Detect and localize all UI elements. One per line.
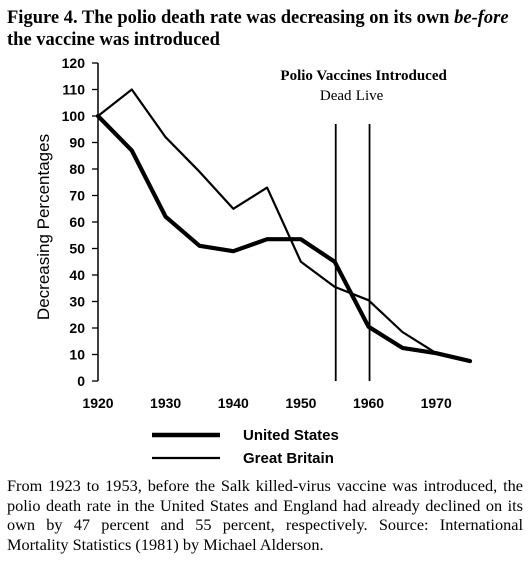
y-tick-label: 50 (69, 241, 85, 257)
y-tick-label: 110 (62, 82, 85, 98)
y-tick-label: 40 (69, 267, 85, 283)
y-axis-label: Decreasing Percentages (34, 134, 53, 320)
chart-annotations: Polio Vaccines Introduced Dead Live (280, 68, 447, 381)
legend-label: United States (243, 427, 339, 444)
y-tick-label: 80 (69, 161, 85, 177)
figure-title-text: Figure 4. The polio death rate was decre… (7, 8, 455, 28)
y-tick-label: 70 (69, 188, 85, 204)
x-tick-label: 1940 (218, 395, 249, 411)
figure-title: Figure 4. The polio death rate was decre… (7, 7, 527, 51)
chart-legend: United States Great Britain (152, 427, 339, 467)
figure-title-emphasis: be-fore (454, 8, 509, 28)
x-tick-label: 1920 (82, 395, 113, 411)
vaccine-label-live: Live (356, 88, 384, 104)
y-tick-label: 60 (69, 214, 85, 230)
figure-caption: From 1923 to 1953, before the Salk kille… (7, 476, 523, 554)
x-tick-label: 1930 (150, 395, 181, 411)
y-tick-label: 10 (69, 347, 85, 363)
chart-axes: 0 10 20 30 40 50 60 70 80 90 100 110 120 1920 1930 1940… (62, 55, 452, 411)
y-tick-label: 30 (69, 294, 85, 310)
y-tick-label: 20 (69, 320, 85, 336)
x-tick-label: 1970 (421, 395, 452, 411)
chart-series (95, 88, 473, 364)
series-line-united-states (95, 113, 473, 364)
vaccine-label-dead: Dead (320, 88, 352, 104)
figure-title-text-end: the vaccine was introduced (7, 30, 220, 50)
vaccine-annotation-heading: Polio Vaccines Introduced (280, 68, 447, 84)
legend-label: Great Britain (243, 450, 334, 467)
y-tick-label: 0 (77, 373, 85, 389)
x-tick-label: 1960 (353, 395, 384, 411)
x-tick-label: 1950 (285, 395, 316, 411)
y-tick-label: 120 (62, 55, 86, 71)
y-tick-label: 90 (69, 135, 85, 151)
y-tick-label: 100 (62, 108, 86, 124)
series-line-great-britain (96, 88, 472, 363)
